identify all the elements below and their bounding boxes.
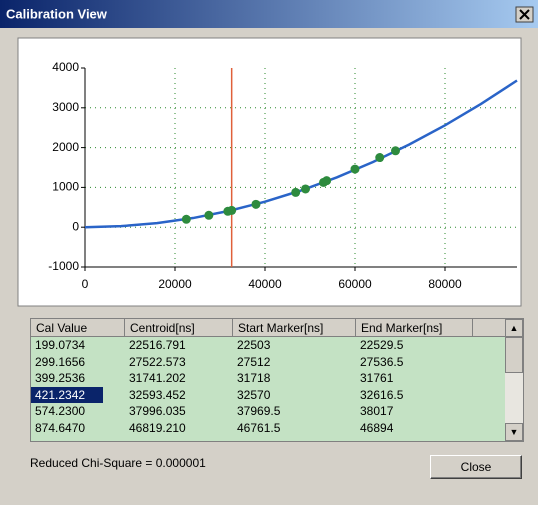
table-cell[interactable]: 22516.791 — [129, 338, 186, 352]
scroll-down[interactable]: ▼ — [505, 423, 523, 441]
table-cell[interactable]: 32570 — [237, 387, 271, 402]
x-tick-label: 80000 — [428, 277, 462, 291]
table[interactable]: Cal Value Centroid[ns] Start Marker[ns] End… — [30, 318, 524, 442]
data-point — [251, 199, 261, 209]
data-point — [350, 164, 360, 174]
data-point — [204, 210, 214, 220]
table-cell[interactable]: 27512 — [237, 354, 271, 369]
column-header[interactable]: Centroid[ns] — [125, 319, 233, 337]
data-point — [391, 146, 400, 156]
close-button[interactable]: Close — [430, 455, 522, 479]
table-cell[interactable]: 32616.5 — [360, 387, 404, 402]
scroll-up[interactable]: ▲ — [505, 319, 523, 337]
x-tick-label: 60000 — [338, 277, 372, 291]
y-tick-label: 4000 — [52, 60, 79, 74]
data-point — [227, 205, 237, 215]
table-cell[interactable]: 199.0734 — [35, 338, 86, 352]
x-tick-label: 40000 — [248, 277, 282, 291]
table-cell[interactable]: 421.2342 — [31, 386, 103, 403]
column-header[interactable]: Cal Value — [31, 319, 125, 337]
column-header — [473, 319, 506, 337]
table-cell[interactable]: 37969.5 — [237, 404, 281, 418]
chart-panel — [17, 37, 522, 307]
table-cell[interactable]: 299.1656 — [35, 354, 86, 369]
table-cell[interactable]: 31761 — [360, 371, 394, 385]
x-tick-label: 20000 — [158, 277, 192, 291]
data-point — [291, 187, 301, 197]
fit-curve — [84, 79, 518, 229]
table-cell[interactable]: 37996.035 — [129, 404, 186, 418]
column-header[interactable]: End Marker[ns] — [356, 319, 473, 337]
data-point — [181, 214, 191, 224]
y-tick-label: 3000 — [52, 100, 79, 114]
table-cell[interactable]: 46761.5 — [237, 420, 281, 435]
table-cell[interactable]: 46894 — [360, 420, 394, 435]
table-cell[interactable]: 399.2536 — [35, 371, 86, 385]
data-point — [301, 184, 310, 194]
data-point — [375, 153, 385, 163]
table-cell[interactable]: 574.2300 — [35, 404, 86, 418]
scrollbar[interactable]: ▲ ▼ — [505, 319, 523, 441]
table-cell[interactable]: 46819.210 — [129, 420, 186, 435]
window-title: Calibration View — [6, 6, 108, 21]
table-cell[interactable]: 22503 — [237, 338, 271, 352]
table-cell[interactable]: 32593.452 — [129, 387, 186, 402]
column-header[interactable]: Start Marker[ns] — [233, 319, 356, 337]
x-tick-label: 0 — [82, 277, 89, 291]
table-cell[interactable]: 22529.5 — [360, 338, 404, 352]
status-text: Reduced Chi-Square = 0.000001 — [30, 456, 206, 470]
table-cell[interactable]: 38017 — [360, 404, 394, 418]
title-bar — [0, 0, 538, 28]
close-glyph — [519, 9, 530, 20]
data-point — [322, 176, 332, 186]
y-tick-label: 1000 — [52, 180, 79, 194]
y-tick-label: 0 — [72, 219, 79, 233]
scroll-thumb[interactable] — [505, 337, 523, 373]
y-tick-label: -1000 — [48, 259, 79, 273]
table-cell[interactable]: 874.6470 — [35, 420, 86, 435]
y-tick-label: 2000 — [52, 140, 79, 154]
table-cell[interactable]: 31718 — [237, 371, 271, 385]
table-cell[interactable]: 31741.202 — [129, 371, 186, 385]
table-cell[interactable]: 27536.5 — [360, 354, 404, 369]
table-cell[interactable]: 27522.573 — [129, 354, 186, 369]
